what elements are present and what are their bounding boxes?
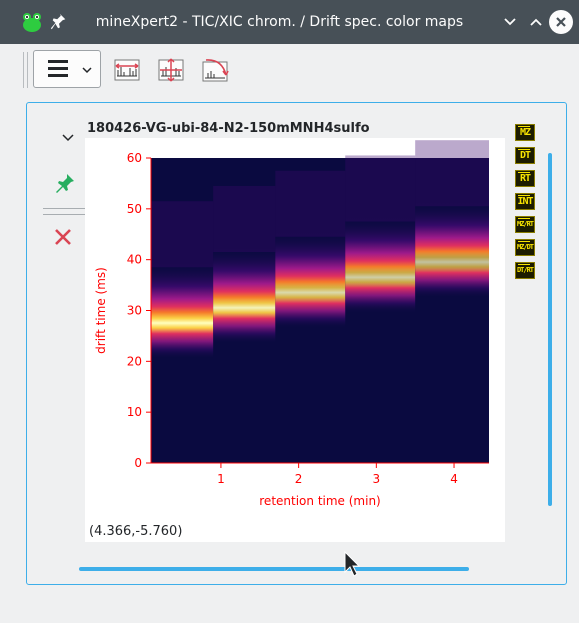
axis-button-rt[interactable]: RT bbox=[515, 170, 535, 187]
y-tick-label: 60 bbox=[127, 151, 142, 165]
reset-zoom-icon[interactable] bbox=[200, 56, 230, 84]
y-tick-label: 10 bbox=[127, 405, 142, 419]
heatmap-band-faint bbox=[415, 140, 489, 207]
vertical-scrollbar[interactable] bbox=[548, 153, 552, 506]
pin-icon[interactable] bbox=[54, 172, 76, 194]
close-icon[interactable] bbox=[54, 228, 72, 246]
heatmap-band-faint bbox=[345, 155, 416, 222]
maximize-button[interactable] bbox=[525, 11, 547, 33]
minimize-button[interactable] bbox=[499, 11, 521, 33]
cursor-coordinates: (4.366,-5.760) bbox=[89, 524, 183, 539]
axis-button-dt-rt[interactable]: DT/RT bbox=[515, 262, 535, 279]
x-tick-label: 4 bbox=[450, 472, 458, 486]
axis-button-mz-rt[interactable]: MZ/RT bbox=[515, 216, 535, 233]
heatmap-band bbox=[275, 231, 346, 329]
axis-button-mz[interactable]: MZ bbox=[515, 124, 535, 141]
heatmap-band-faint bbox=[213, 185, 276, 253]
pin-icon[interactable] bbox=[50, 12, 68, 32]
y-tick-label: 40 bbox=[127, 253, 142, 267]
mouse-cursor-icon bbox=[344, 550, 361, 577]
main-menu-button[interactable] bbox=[33, 50, 101, 88]
chevron-down-icon bbox=[82, 67, 92, 74]
axis-button-int[interactable]: INT bbox=[515, 193, 535, 210]
title-bar: mineXpert2 - TIC/XIC chrom. / Drift spec… bbox=[0, 0, 579, 44]
horizontal-scrollbar[interactable] bbox=[79, 567, 469, 571]
heatmap-band bbox=[345, 216, 416, 314]
axis-buttons: MZ DT RT INT MZ/RT MZ/DT DT/RT bbox=[515, 124, 537, 285]
x-tick-label: 3 bbox=[373, 472, 381, 486]
plot-title: 180426-VG-ubi-84-N2-150mMNH4sulfo bbox=[87, 121, 370, 136]
y-tick-label: 30 bbox=[127, 304, 142, 318]
chevron-up-icon bbox=[530, 18, 542, 26]
separator bbox=[43, 208, 85, 215]
frog-app-icon bbox=[23, 13, 41, 32]
y-axis-label: drift time (ms) bbox=[94, 267, 108, 354]
axis-button-dt[interactable]: DT bbox=[515, 147, 535, 164]
y-tick-label: 50 bbox=[127, 202, 142, 216]
close-button[interactable] bbox=[549, 10, 573, 34]
plot-area[interactable]: 0 10 20 30 40 50 60 1 2 3 4 retention time (min) dri… bbox=[85, 138, 505, 542]
x-tick-label: 2 bbox=[295, 472, 303, 486]
toolbar-grip[interactable] bbox=[23, 52, 28, 88]
collapse-chevron-icon[interactable] bbox=[61, 131, 75, 145]
x-axis-label: retention time (min) bbox=[259, 494, 380, 508]
heatmap-chart[interactable]: 0 10 20 30 40 50 60 1 2 3 4 retention time (min) dri… bbox=[85, 138, 505, 518]
y-tick-label: 0 bbox=[134, 456, 142, 470]
heatmap-band-faint bbox=[151, 201, 214, 268]
close-icon bbox=[556, 17, 566, 27]
spread-horizontal-icon[interactable] bbox=[112, 56, 142, 84]
x-tick-label: 1 bbox=[217, 472, 225, 486]
heatmap-band bbox=[213, 246, 276, 344]
heatmap-band bbox=[151, 262, 214, 359]
chevron-down-icon bbox=[504, 18, 516, 26]
spread-vertical-icon[interactable] bbox=[156, 56, 186, 84]
heatmap-band-faint bbox=[275, 170, 346, 237]
window-title: mineXpert2 - TIC/XIC chrom. / Drift spec… bbox=[95, 14, 464, 30]
hamburger-menu-icon bbox=[48, 60, 68, 81]
y-tick-label: 20 bbox=[127, 354, 142, 368]
heatmap-band bbox=[415, 201, 489, 298]
axis-button-mz-dt[interactable]: MZ/DT bbox=[515, 239, 535, 256]
